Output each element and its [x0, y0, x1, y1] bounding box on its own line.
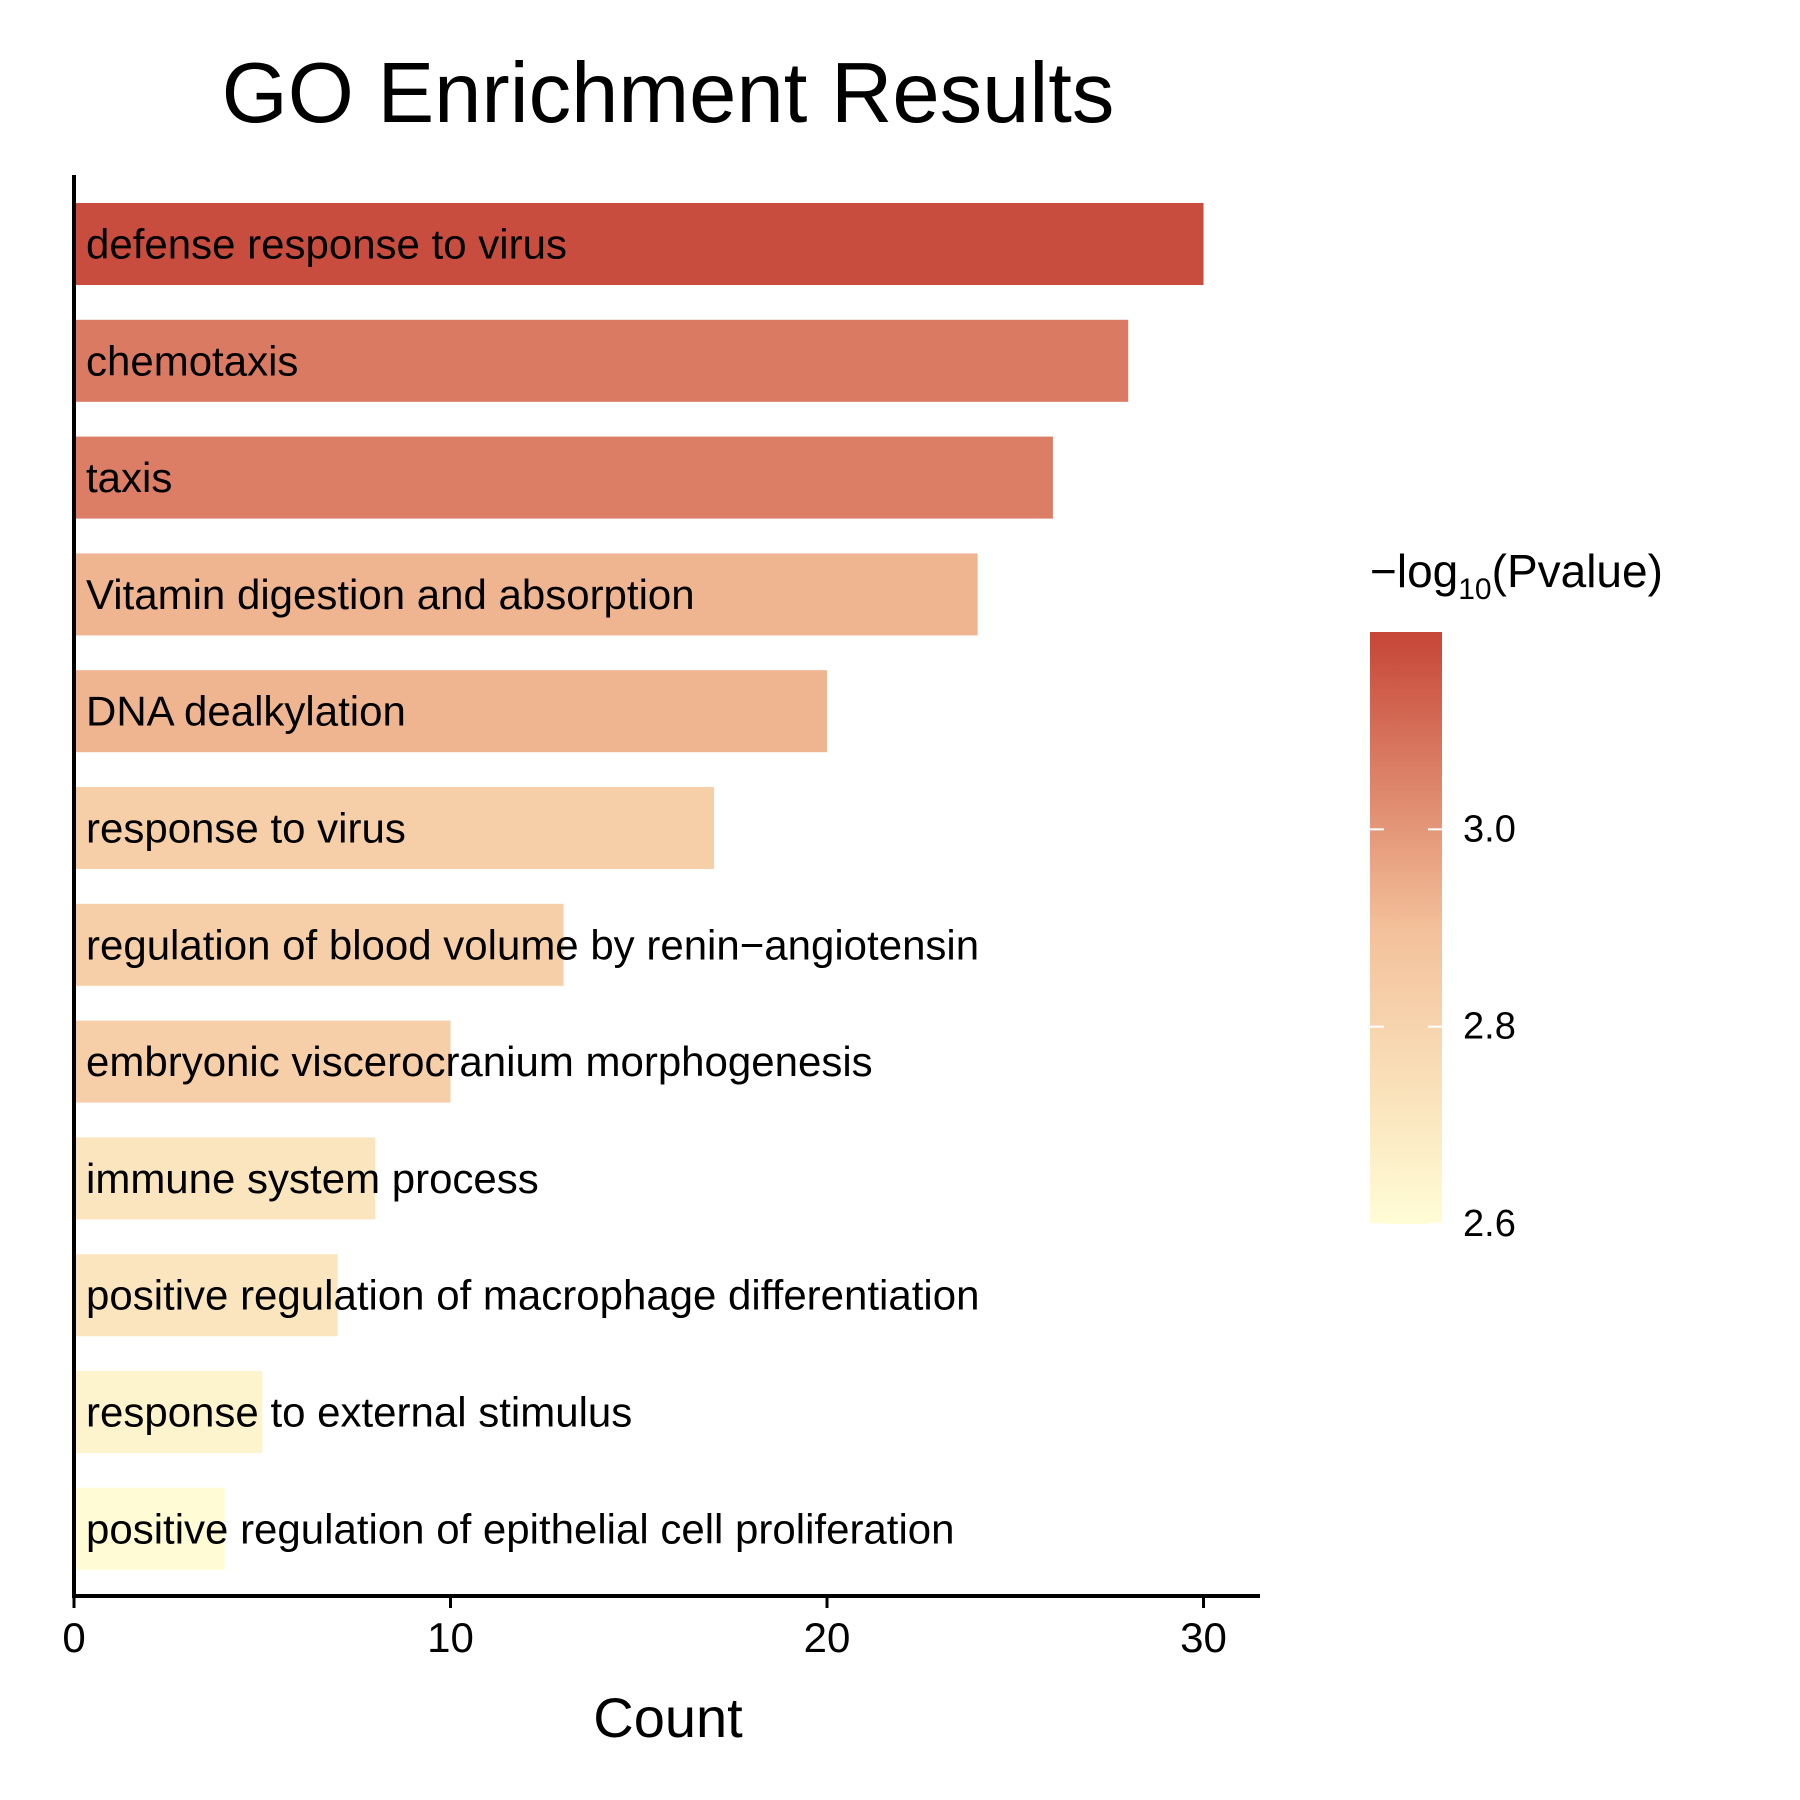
- legend-tick-label-1: 2.6: [1463, 1203, 1516, 1245]
- bar-3: [74, 436, 1053, 519]
- bar-1: [74, 203, 1204, 285]
- bar-label-1: defense response to virus: [86, 221, 567, 268]
- x-ticks-group: 0 10 20 30: [62, 1596, 1227, 1661]
- bar-10: [74, 1254, 338, 1337]
- bar-4: [74, 553, 978, 636]
- x-tick-label-1: 0: [62, 1614, 85, 1661]
- x-tick-label-2: 10: [427, 1614, 474, 1661]
- color-legend: −log10(Pvalue) 2.6 2.8 3.0: [1370, 545, 1663, 1245]
- legend-colorbar: [1370, 632, 1442, 1224]
- legend-tick-label-2: 2.8: [1463, 1006, 1516, 1048]
- bar-label-8: embryonic viscerocranium morphogenesis: [86, 1038, 873, 1085]
- legend-title-subscript: 10: [1458, 573, 1491, 606]
- bar-2: [74, 319, 1129, 402]
- bar-7: [74, 903, 564, 986]
- bar-8: [74, 1020, 451, 1103]
- bar-label-11: response to external stimulus: [86, 1389, 632, 1436]
- bar-labels-group: defense response to virus chemotaxis taxis…: [86, 221, 979, 1553]
- bar-label-3: taxis: [86, 454, 172, 501]
- bar-11: [74, 1371, 263, 1453]
- legend-title-suffix: (Pvalue): [1492, 545, 1663, 597]
- x-tick-label-4: 30: [1180, 1614, 1227, 1661]
- x-tick-label-3: 20: [804, 1614, 851, 1661]
- bar-label-5: DNA dealkylation: [86, 688, 406, 735]
- bar-label-10: positive regulation of macrophage differ…: [86, 1272, 979, 1319]
- legend-title: −log10(Pvalue): [1370, 545, 1663, 606]
- bar-5: [74, 670, 828, 753]
- legend-title-prefix: −log: [1370, 545, 1458, 597]
- chart-title: GO Enrichment Results: [222, 46, 1115, 141]
- bar-6: [74, 787, 715, 869]
- bar-label-2: chemotaxis: [86, 337, 298, 384]
- legend-tick-label-3: 3.0: [1463, 808, 1516, 850]
- bar-label-6: response to virus: [86, 805, 406, 852]
- bar-label-9: immune system process: [86, 1155, 539, 1202]
- bar-label-12: positive regulation of epithelial cell p…: [86, 1505, 955, 1552]
- bar-label-7: regulation of blood volume by renin−angi…: [86, 921, 979, 968]
- legend-ticks-group: 2.6 2.8 3.0: [1370, 808, 1516, 1245]
- bar-label-4: Vitamin digestion and absorption: [86, 571, 695, 618]
- bars-group: [74, 203, 1204, 1570]
- bar-9: [74, 1137, 376, 1220]
- bar-12: [74, 1487, 225, 1570]
- x-axis-title: Count: [593, 1686, 743, 1749]
